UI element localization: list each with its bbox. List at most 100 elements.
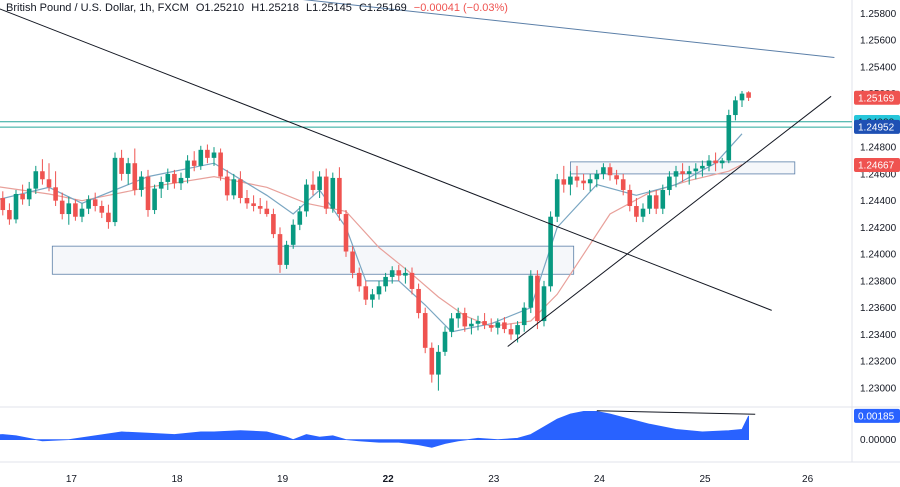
candle-62 xyxy=(422,307,428,354)
candle-body xyxy=(330,177,336,209)
candle-body xyxy=(337,177,342,215)
candle-body xyxy=(73,203,78,217)
candle-body xyxy=(455,313,461,319)
candle-body xyxy=(706,160,712,166)
candle-42 xyxy=(290,219,296,249)
candle-body xyxy=(178,177,184,184)
candle-body xyxy=(290,224,296,245)
candle-12 xyxy=(92,192,98,212)
candle-37 xyxy=(257,197,263,215)
candle-body xyxy=(627,189,633,207)
candle-body xyxy=(581,180,586,184)
open-value: O1.25210 xyxy=(195,2,245,14)
candle-21 xyxy=(152,184,157,215)
price-badge-bg xyxy=(854,119,900,134)
candle-body xyxy=(185,160,190,178)
candle-63 xyxy=(429,342,435,383)
candle-31 xyxy=(218,148,223,181)
candle-49 xyxy=(337,167,342,221)
candle-body xyxy=(726,115,732,161)
candle-body xyxy=(587,179,593,184)
candle-body xyxy=(719,160,725,164)
price-badge-label: 1.24952 xyxy=(858,122,895,133)
candle-98 xyxy=(660,184,666,215)
candle-body xyxy=(403,272,408,276)
candle-body xyxy=(66,203,72,215)
candle-34 xyxy=(238,171,243,204)
candle-105 xyxy=(706,155,712,172)
candle-body xyxy=(79,208,85,217)
candle-25 xyxy=(178,172,184,190)
time-tick-label: 19 xyxy=(277,474,289,485)
osc-zero-label: 0.00000 xyxy=(860,435,897,446)
candle-56 xyxy=(383,272,388,292)
candle-65 xyxy=(442,326,448,356)
candle-16 xyxy=(119,149,124,181)
time-tick-label: 17 xyxy=(66,474,78,485)
symbol-title: British Pound / U.S. Dollar, 1h, FXCM xyxy=(6,2,189,14)
candle-72 xyxy=(488,318,494,332)
candle-body xyxy=(535,275,540,322)
candle-20 xyxy=(145,169,151,217)
candle-13 xyxy=(99,200,105,219)
candle-27 xyxy=(191,151,197,172)
candle-body xyxy=(323,176,329,209)
candle-7 xyxy=(59,192,65,220)
candle-body xyxy=(125,163,131,174)
price-badge-label: 1.25169 xyxy=(858,93,895,104)
close-value: C1.25169 xyxy=(358,2,407,14)
candle-74 xyxy=(502,317,507,334)
candle-body xyxy=(218,152,223,177)
candle--2 xyxy=(0,191,6,216)
trendline-2 xyxy=(507,95,832,347)
candle-body xyxy=(46,179,52,188)
candle-39 xyxy=(271,208,276,239)
candle-38 xyxy=(264,200,270,217)
candle-110 xyxy=(739,90,745,108)
oscillator-pane xyxy=(0,410,756,448)
price-tick-label: 1.25400 xyxy=(860,62,897,73)
price-tick-label: 1.24800 xyxy=(860,143,897,154)
candle-body xyxy=(343,214,349,252)
price-badge-ma: 1.24667 xyxy=(854,157,900,172)
osc-badge-label: 0.00185 xyxy=(858,411,895,422)
candle-102 xyxy=(686,165,692,185)
candle-101 xyxy=(680,163,685,182)
candle-body xyxy=(172,173,177,184)
candle-body xyxy=(86,199,91,209)
candle-body xyxy=(363,286,369,300)
candle-body xyxy=(356,272,362,287)
candle-body xyxy=(700,165,705,169)
candle-body xyxy=(574,176,580,181)
price-badge-label: 1.24667 xyxy=(858,160,895,171)
candle-33 xyxy=(231,173,237,200)
candle-body xyxy=(0,197,6,211)
candle-95 xyxy=(640,203,646,223)
price-badge-level2: 1.24952 xyxy=(854,119,900,134)
candle-body xyxy=(634,206,639,217)
candle-43 xyxy=(297,206,303,231)
candle-70 xyxy=(475,315,481,331)
plot-area xyxy=(0,0,852,391)
candle-body xyxy=(389,270,395,277)
candle-71 xyxy=(482,313,487,330)
candle-body xyxy=(158,181,164,189)
candle-body xyxy=(13,193,19,220)
candle-6 xyxy=(53,171,58,207)
high-value: H1.25218 xyxy=(251,2,299,14)
candle-50 xyxy=(343,210,349,257)
candle-body xyxy=(297,211,303,225)
candle-body xyxy=(376,286,382,295)
time-tick-label: 22 xyxy=(383,474,395,485)
ma-slow-line xyxy=(0,163,743,328)
candle-body xyxy=(145,176,151,211)
candle-106 xyxy=(713,152,718,172)
candle-body xyxy=(191,160,197,166)
candle-body xyxy=(422,313,428,348)
price-tick-label: 1.23800 xyxy=(860,276,897,287)
candle-body xyxy=(244,197,250,204)
candle-90 xyxy=(607,163,613,181)
candle-97 xyxy=(653,189,659,215)
candle-body xyxy=(653,195,659,209)
